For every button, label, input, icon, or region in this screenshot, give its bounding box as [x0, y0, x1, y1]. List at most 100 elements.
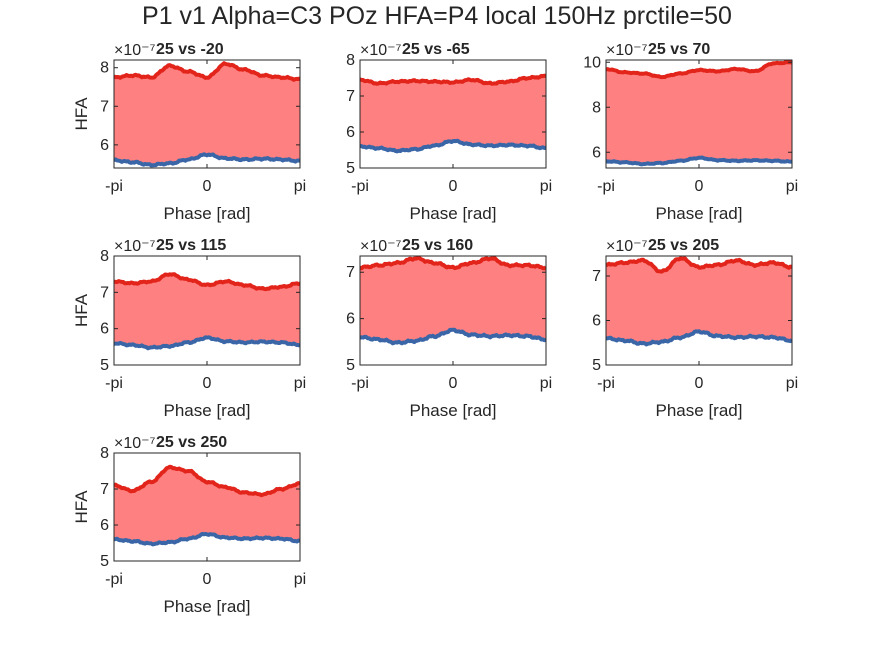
- plot-area: [114, 272, 300, 351]
- y-tick-label: 7: [100, 98, 109, 115]
- y-exponent-label: ×10⁻⁷: [360, 238, 402, 255]
- x-axis-label: Phase [rad]: [410, 401, 497, 420]
- subplot-6: 5 6 7 -pi 0 pi ×10⁻⁷ 25 vs 205 Phase [rad]: [592, 237, 798, 420]
- x-tick-label: -pi: [105, 178, 123, 195]
- x-tick-label: pi: [294, 571, 306, 588]
- x-tick-label: -pi: [105, 375, 123, 392]
- plot-area: [606, 60, 792, 167]
- y-tick-label: 5: [100, 553, 109, 570]
- band-fill: [114, 63, 300, 166]
- lower-series-line: [606, 329, 792, 347]
- y-exponent-label: ×10⁻⁷: [360, 42, 402, 59]
- y-tick-label: 5: [100, 357, 109, 374]
- y-axis-label: HFA: [72, 293, 91, 327]
- subplot-7: 5 6 7 8 -pi 0 pi ×10⁻⁷ 25 vs 250 Phase [rad] HFA: [72, 434, 306, 616]
- y-tick-label: 8: [346, 52, 355, 69]
- x-axis-label: Phase [rad]: [410, 204, 497, 223]
- x-tick-label: 0: [449, 178, 458, 195]
- y-tick-label: 6: [592, 313, 601, 330]
- upper-series-line: [606, 60, 792, 80]
- x-tick-label: 0: [203, 571, 212, 588]
- x-tick-label: -pi: [105, 571, 123, 588]
- band-fill: [114, 466, 300, 545]
- lower-series-line: [606, 155, 792, 167]
- x-tick-label: 0: [695, 178, 704, 195]
- x-tick-label: 0: [203, 375, 212, 392]
- x-tick-label: 0: [449, 375, 458, 392]
- x-tick-label: 0: [203, 178, 212, 195]
- plot-area: [114, 61, 300, 168]
- subplot-title: 25 vs 160: [402, 237, 473, 254]
- x-tick-label: -pi: [597, 178, 615, 195]
- subplot-title: 25 vs -65: [402, 41, 470, 58]
- plot-area: [360, 256, 546, 346]
- x-tick-label: pi: [786, 375, 798, 392]
- subplot-title: 25 vs 115: [156, 237, 226, 254]
- y-tick-label: 6: [346, 124, 355, 141]
- x-axis-label: Phase [rad]: [164, 401, 251, 420]
- band-fill: [606, 258, 792, 345]
- x-axis-label: Phase [rad]: [164, 204, 251, 223]
- lower-series-line: [114, 531, 300, 547]
- upper-series-line: [114, 464, 300, 498]
- x-tick-label: pi: [786, 178, 798, 195]
- x-tick-label: pi: [294, 375, 306, 392]
- y-exponent-label: ×10⁻⁷: [114, 238, 156, 255]
- y-tick-label: 7: [346, 264, 355, 281]
- y-tick-label: 7: [592, 268, 601, 285]
- plot-area: [114, 464, 300, 547]
- lower-series-line: [360, 327, 546, 346]
- x-tick-label: -pi: [351, 178, 369, 195]
- x-axis-label: Phase [rad]: [164, 597, 251, 616]
- y-tick-label: 7: [100, 284, 109, 301]
- upper-series-line: [114, 272, 300, 292]
- subplot-2: 5 6 7 8 -pi 0 pi ×10⁻⁷ 25 vs -65 Phase [rad]: [346, 41, 552, 223]
- subplot-1: 6 7 8 -pi 0 pi ×10⁻⁷ 25 vs -20 Phase [rad] HFA: [72, 41, 306, 223]
- subplot-title: 25 vs -20: [156, 41, 224, 58]
- y-tick-label: 5: [346, 160, 355, 177]
- subplot-title: 25 vs 250: [156, 434, 227, 451]
- lower-series-line: [114, 335, 300, 351]
- y-tick-label: 6: [100, 321, 109, 338]
- y-tick-label: 7: [100, 481, 109, 498]
- y-exponent-label: ×10⁻⁷: [114, 42, 156, 59]
- x-tick-label: -pi: [351, 375, 369, 392]
- x-tick-label: pi: [540, 375, 552, 392]
- band-fill: [360, 257, 546, 344]
- upper-series-line: [360, 73, 546, 86]
- upper-series-line: [606, 256, 792, 274]
- x-tick-label: 0: [695, 375, 704, 392]
- band-fill: [114, 274, 300, 349]
- y-tick-label: 6: [100, 137, 109, 154]
- y-tick-label: 6: [346, 311, 355, 328]
- figure-title: P1 v1 Alpha=C3 POz HFA=P4 local 150Hz pr…: [142, 2, 732, 30]
- x-axis-label: Phase [rad]: [656, 204, 743, 223]
- y-axis-label: HFA: [72, 490, 91, 524]
- lower-series-line: [114, 152, 300, 168]
- upper-series-line: [360, 256, 546, 271]
- subplot-4: 5 6 7 8 -pi 0 pi ×10⁻⁷ 25 vs 115 Phase [rad] HFA: [72, 237, 306, 420]
- band-fill: [606, 62, 792, 165]
- y-tick-label: 6: [100, 517, 109, 534]
- upper-series-line: [114, 61, 300, 82]
- y-exponent-label: ×10⁻⁷: [606, 42, 648, 59]
- y-exponent-label: ×10⁻⁷: [606, 238, 648, 255]
- y-tick-label: 8: [100, 445, 109, 462]
- subplot-3: 6 8 10 -pi 0 pi ×10⁻⁷ 25 vs 70 Phase [rad]: [583, 41, 798, 223]
- x-tick-label: -pi: [597, 375, 615, 392]
- y-tick-label: 8: [592, 99, 601, 116]
- y-tick-label: 8: [100, 248, 109, 265]
- subplot-title: 25 vs 205: [648, 237, 719, 254]
- subplot-5: 5 6 7 -pi 0 pi ×10⁻⁷ 25 vs 160 Phase [rad]: [346, 237, 552, 420]
- band-fill: [360, 75, 546, 152]
- lower-series-line: [360, 138, 546, 154]
- y-tick-label: 10: [583, 54, 601, 71]
- y-tick-label: 7: [346, 88, 355, 105]
- x-tick-label: pi: [294, 178, 306, 195]
- x-tick-label: pi: [540, 178, 552, 195]
- y-tick-label: 8: [100, 60, 109, 77]
- y-exponent-label: ×10⁻⁷: [114, 435, 156, 452]
- plot-area: [606, 256, 792, 347]
